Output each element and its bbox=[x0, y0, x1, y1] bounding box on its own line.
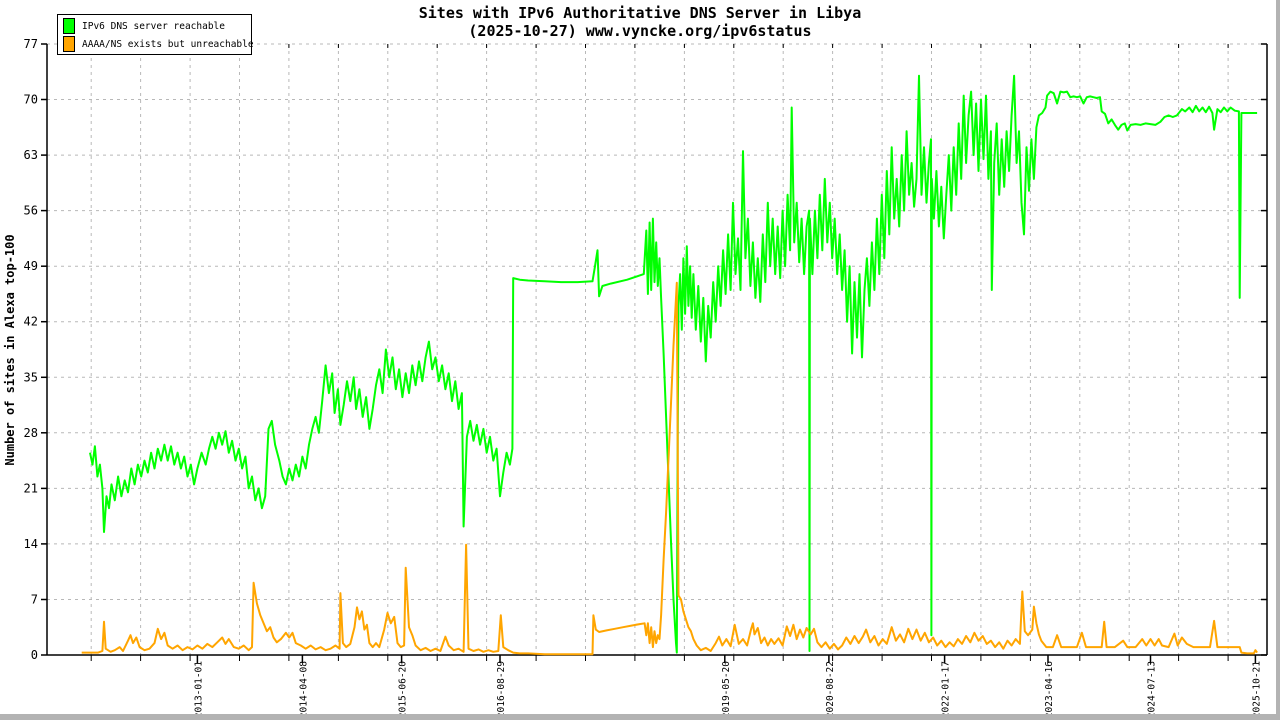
y-tick-label: 35 bbox=[24, 370, 38, 384]
x-tick-label: 2014-04-08 bbox=[298, 661, 309, 718]
y-tick-label: 42 bbox=[24, 315, 38, 329]
x-tick-label: 2013-01-01 bbox=[193, 661, 204, 718]
x-tick-label: 2025-10-21 bbox=[1251, 661, 1262, 718]
y-tick-label: 28 bbox=[24, 426, 38, 440]
y-tick-label: 7 bbox=[31, 593, 38, 607]
x-tick-label: 2019-05-20 bbox=[721, 661, 732, 718]
y-tick-label: 56 bbox=[24, 204, 38, 218]
chart-subtitle: (2025-10-27) www.vyncke.org/ipv6status bbox=[468, 22, 812, 40]
window-edge-bottom bbox=[0, 714, 1280, 720]
y-tick-label: 70 bbox=[24, 93, 38, 107]
x-tick-label: 2016-08-29 bbox=[496, 661, 507, 718]
x-tick-label: 2023-04-16 bbox=[1044, 661, 1055, 718]
x-tick-label: 2020-08-22 bbox=[825, 661, 836, 718]
legend-label: IPv6 DNS server reachable bbox=[82, 20, 225, 32]
legend-label: AAAA/NS exists but unreachable bbox=[82, 38, 254, 50]
y-tick-label: 14 bbox=[24, 537, 38, 551]
series-reachable bbox=[89, 74, 1258, 654]
legend-swatch-green bbox=[63, 18, 75, 34]
chart-title: Sites with IPv6 Authoritative DNS Server… bbox=[418, 4, 862, 22]
x-tick-label: 2015-06-20 bbox=[398, 661, 409, 718]
y-tick-label: 77 bbox=[24, 37, 38, 51]
y-axis-label: Number of sites in Alexa top-100 bbox=[3, 234, 17, 465]
legend-item-unreachable: AAAA/NS exists but unreachable bbox=[58, 35, 254, 53]
x-tick-label: 2024-07-13 bbox=[1147, 661, 1158, 718]
legend-item-reachable: IPv6 DNS server reachable bbox=[58, 17, 251, 35]
legend-swatch-orange bbox=[63, 36, 75, 52]
y-tick-label: 63 bbox=[24, 148, 38, 162]
window-edge-right bbox=[1276, 0, 1280, 720]
legend: IPv6 DNS server reachable AAAA/NS exists… bbox=[57, 14, 254, 55]
series-unreachable bbox=[81, 281, 1258, 656]
y-tick-label: 49 bbox=[24, 259, 38, 273]
x-tick-label: 2022-01-17 bbox=[941, 661, 952, 718]
y-tick-label: 21 bbox=[24, 481, 38, 495]
y-tick-label: 0 bbox=[31, 648, 38, 662]
